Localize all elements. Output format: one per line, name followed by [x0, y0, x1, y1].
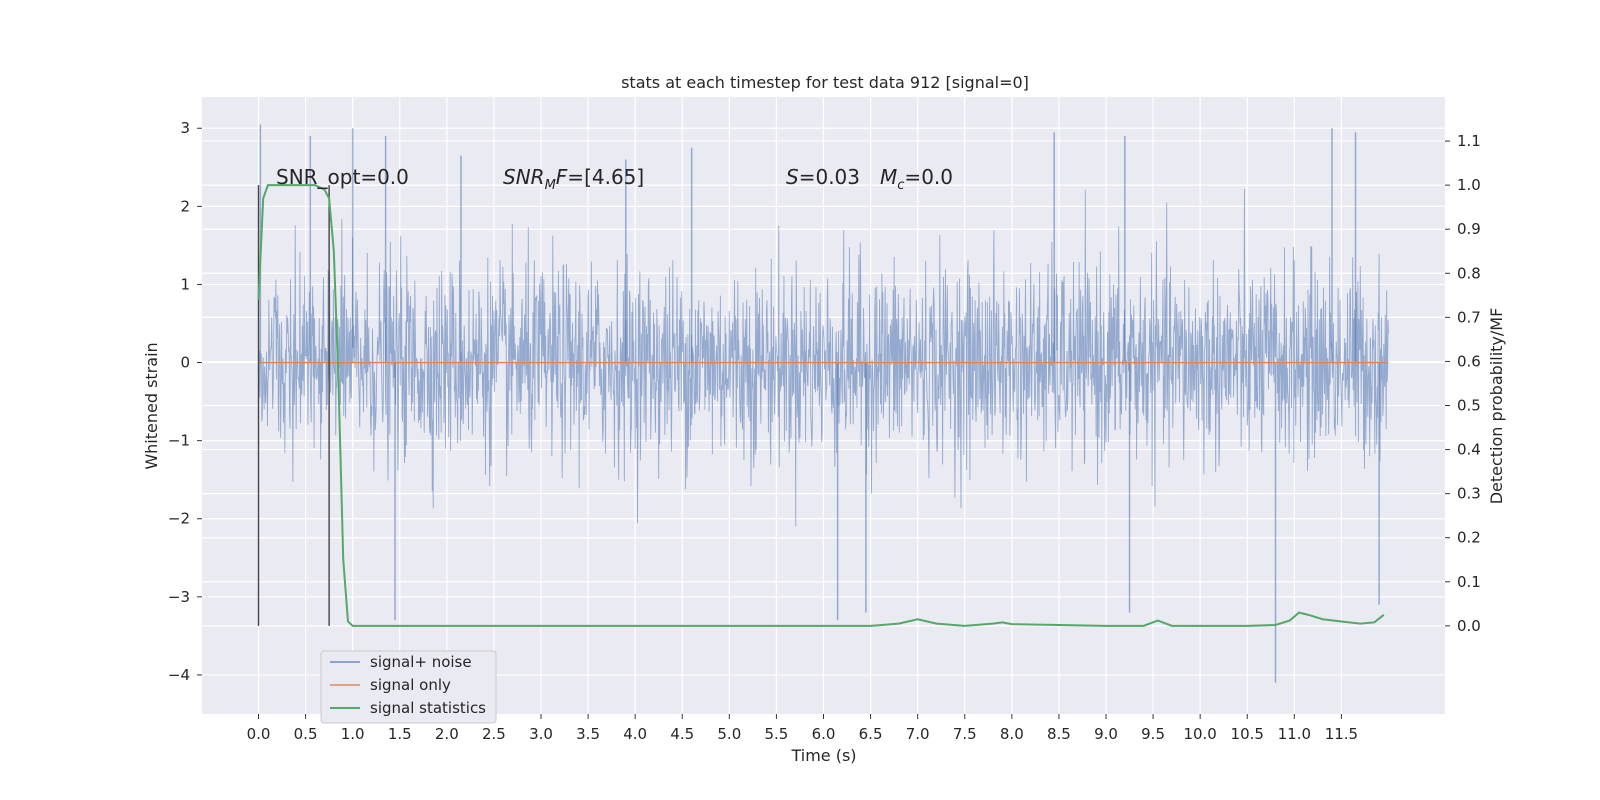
y-axis-right-label: Detection probability/MF: [1487, 308, 1506, 505]
y-tick-label: −3: [168, 588, 190, 606]
y-tick-label: 1: [180, 275, 190, 293]
y-right-tick-label: 0.4: [1457, 441, 1481, 459]
x-tick-label: 2.5: [482, 725, 506, 743]
x-tick-label: 4.0: [623, 725, 647, 743]
y-right-tick-label: 0.0: [1457, 617, 1481, 635]
annotation-s: S=0.03: [786, 165, 860, 189]
x-axis-label: Time (s): [790, 746, 856, 765]
x-tick-label: 1.5: [388, 725, 412, 743]
x-tick-label: 9.5: [1141, 725, 1165, 743]
y-right-tick-label: 0.3: [1457, 485, 1481, 503]
y-right-tick-label: 1.0: [1457, 176, 1481, 194]
x-tick-label: 6.5: [859, 725, 883, 743]
y-tick-label: 2: [180, 197, 190, 215]
x-tick-label: 7.5: [953, 725, 977, 743]
x-tick-label: 5.0: [717, 725, 741, 743]
x-tick-label: 0.5: [294, 725, 318, 743]
y-tick-label: −2: [168, 510, 190, 528]
x-tick-label: 7.0: [906, 725, 930, 743]
x-tick-label: 11.0: [1278, 725, 1311, 743]
y-tick-label: 0: [180, 354, 190, 372]
x-tick-label: 0.0: [247, 725, 271, 743]
x-tick-label: 4.5: [670, 725, 694, 743]
x-tick-label: 3.0: [529, 725, 553, 743]
y-tick-label: −4: [168, 666, 190, 684]
y-right-tick-label: 0.2: [1457, 529, 1481, 547]
legend: signal+ noise signal only signal statist…: [320, 650, 497, 724]
x-tick-label: 10.5: [1231, 725, 1264, 743]
x-tick-label: 3.5: [576, 725, 600, 743]
legend-label-signal-statistics: signal statistics: [370, 699, 486, 717]
annotation-snr-opt: SNR_opt=0.0: [276, 165, 409, 189]
y-right-tick-label: 1.1: [1457, 132, 1481, 150]
x-tick-label: 10.0: [1183, 725, 1216, 743]
legend-label-signal-noise: signal+ noise: [370, 653, 472, 671]
x-tick-label: 8.0: [1000, 725, 1024, 743]
x-tick-label: 1.0: [341, 725, 365, 743]
legend-label-signal-only: signal only: [370, 676, 451, 694]
y-tick-label: 3: [180, 119, 190, 137]
y-right-tick-label: 0.9: [1457, 220, 1481, 238]
x-tick-label: 5.5: [764, 725, 788, 743]
y-axis-label: Whitened strain: [142, 342, 161, 469]
vertical-marker-layer: [257, 185, 330, 626]
y-right-tick-label: 0.1: [1457, 573, 1481, 591]
x-tick-label: 9.0: [1094, 725, 1118, 743]
y-right-tick-label: 0.7: [1457, 308, 1481, 326]
signal-noise-line: [258, 189, 1389, 527]
y-tick-label: −1: [168, 432, 190, 450]
annotation-snr-mf-value: [4.65]: [584, 165, 644, 189]
annotation-group: SNR_opt=0.0 SNRMF=[4.65] S=0.03 Mc=0.0: [276, 165, 953, 193]
annotation-mc-value: 0.0: [921, 165, 953, 189]
annotation-snr-mf: SNRMF=[4.65]: [503, 165, 644, 193]
annotation-mc: Mc=0.0: [880, 165, 953, 193]
chart-title: stats at each timestep for test data 912…: [621, 73, 1029, 92]
signal-statistics-series: [257, 184, 1385, 627]
signal-noise-series: [258, 124, 1389, 683]
x-tick-label: 11.5: [1325, 725, 1358, 743]
y-right-tick-label: 0.5: [1457, 397, 1481, 415]
legend-box: [320, 650, 497, 724]
signal-statistics-line: [257, 184, 1385, 627]
x-tick-label: 8.5: [1047, 725, 1071, 743]
axis-layer: 0.0 0.5 1.0 1.5 2.0 2.5 3.0 3.5 4.0 4.5 5.0 5.5 6.0 6…: [168, 119, 1481, 743]
x-tick-label: 6.0: [812, 725, 836, 743]
x-tick-label: 2.0: [435, 725, 459, 743]
y-right-tick-label: 0.6: [1457, 352, 1481, 370]
annotation-s-value: 0.03: [815, 165, 860, 189]
y-right-tick-label: 0.8: [1457, 264, 1481, 282]
